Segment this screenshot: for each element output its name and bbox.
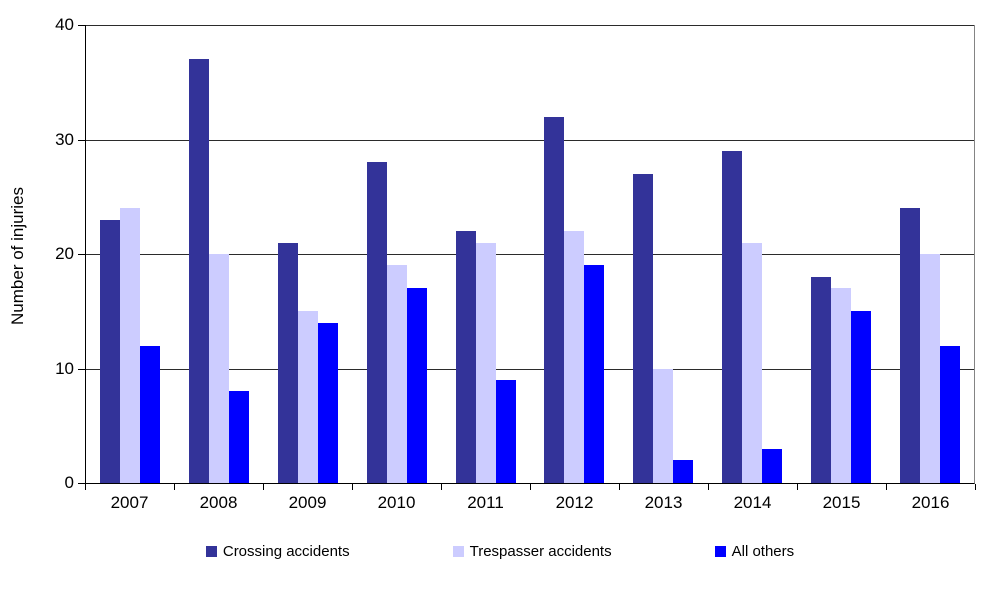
y-tick-mark-40 [78, 25, 85, 26]
bar-all-others-2013 [673, 460, 694, 483]
y-tick-label-30: 30 [55, 129, 74, 149]
bar-all-others-2015 [850, 311, 871, 483]
x-tick-mark-6 [619, 484, 620, 490]
bar-group-2016 [885, 25, 974, 483]
bar-all-others-2011 [495, 379, 516, 483]
bar-trespasser-accidents-2008 [209, 254, 230, 483]
y-tick-label-10: 10 [55, 358, 74, 378]
x-axis-label-2009: 2009 [288, 493, 327, 512]
bar-all-others-2009 [317, 322, 338, 483]
bar-group-2010 [352, 25, 441, 483]
bar-group-2011 [441, 25, 530, 483]
x-tick-mark-5 [530, 484, 531, 490]
y-axis-title: Number of injuries [8, 187, 27, 325]
bar-all-others-2010 [406, 288, 427, 483]
x-tick-mark-10 [975, 484, 976, 490]
bar-trespasser-accidents-2016 [919, 254, 940, 483]
y-tick-mark-30 [78, 139, 85, 141]
bar-trespasser-accidents-2014 [741, 242, 762, 483]
x-axis-label-2008: 2008 [199, 493, 238, 512]
bar-crossing-accidents-2014 [721, 150, 742, 483]
x-tick-mark-7 [708, 484, 709, 490]
y-tick-mark-20 [78, 254, 85, 255]
x-tick-mark-3 [352, 484, 353, 490]
bar-trespasser-accidents-2012 [564, 231, 585, 483]
legend-entry-crossing-accidents: Crossing accidents [205, 543, 350, 560]
bar-group-2009 [264, 25, 353, 483]
bar-all-others-2012 [584, 265, 605, 483]
gridline-20 [86, 254, 974, 255]
x-tick-mark-8 [797, 484, 798, 490]
gridline-40 [86, 25, 974, 26]
x-axis-label-2011: 2011 [467, 493, 504, 512]
bar-group-2013 [619, 25, 708, 483]
bar-crossing-accidents-2016 [899, 208, 920, 483]
legend-label: Crossing accidents [222, 543, 350, 560]
bar-group-2007 [86, 25, 175, 483]
legend-entry-trespasser-accidents: Trespasser accidents [452, 543, 612, 560]
legend-marker-icon [452, 546, 464, 557]
bar-crossing-accidents-2010 [366, 162, 387, 483]
bar-trespasser-accidents-2013 [653, 368, 674, 483]
x-axis-label-2015: 2015 [822, 493, 861, 512]
y-tick-mark-10 [78, 368, 85, 370]
bar-group-2015 [796, 25, 885, 483]
bar-trespasser-accidents-2009 [297, 311, 318, 483]
x-axis-label-2007: 2007 [110, 493, 149, 512]
y-tick-label-40: 40 [55, 15, 74, 34]
x-tick-mark-9 [886, 484, 887, 490]
legend-marker-icon [205, 546, 217, 557]
y-tick-label-0: 0 [64, 473, 74, 492]
bar-crossing-accidents-2011 [455, 231, 476, 483]
gridline-30 [86, 139, 974, 141]
y-tick-label-20: 20 [55, 244, 74, 263]
x-axis-label-2012: 2012 [555, 493, 594, 512]
legend-label: All others [731, 543, 795, 560]
legend-label: Trespasser accidents [469, 543, 612, 560]
bar-group-2008 [175, 25, 264, 483]
bar-group-2014 [708, 25, 797, 483]
bar-all-others-2008 [229, 391, 250, 483]
x-tick-mark-1 [174, 484, 175, 490]
x-tick-mark-0 [85, 484, 86, 490]
bar-all-others-2016 [939, 345, 960, 483]
bar-crossing-accidents-2008 [189, 59, 210, 483]
legend-entry-all-others: All others [714, 543, 795, 560]
bar-crossing-accidents-2012 [544, 116, 565, 483]
x-axis-labels: 2007 2008 2009 2010 2011 2012 2013 2014 2015 2016 [85, 493, 975, 513]
bar-trespasser-accidents-2010 [386, 265, 407, 483]
bar-crossing-accidents-2009 [277, 242, 298, 483]
bar-crossing-accidents-2013 [633, 173, 654, 483]
bar-trespasser-accidents-2011 [475, 242, 496, 483]
bar-group-2012 [530, 25, 619, 483]
bar-all-others-2007 [140, 345, 161, 483]
bar-crossing-accidents-2015 [810, 276, 831, 483]
x-axis-label-2010: 2010 [377, 493, 416, 512]
legend: Crossing accidents Trespasser accidents Al… [0, 543, 1000, 560]
bar-trespasser-accidents-2015 [830, 288, 851, 483]
bar-all-others-2014 [761, 448, 782, 483]
x-axis-label-2016: 2016 [911, 493, 950, 512]
bar-crossing-accidents-2007 [100, 219, 121, 483]
x-tick-mark-4 [441, 484, 442, 490]
gridline-10 [86, 368, 974, 370]
x-axis-label-2013: 2013 [644, 493, 683, 512]
legend-marker-icon [714, 546, 726, 557]
x-axis-label-2014: 2014 [733, 493, 772, 512]
y-tick-mark-0 [78, 483, 85, 484]
x-tick-mark-2 [263, 484, 264, 490]
plot-area [85, 25, 975, 484]
bar-trespasser-accidents-2007 [120, 208, 141, 483]
